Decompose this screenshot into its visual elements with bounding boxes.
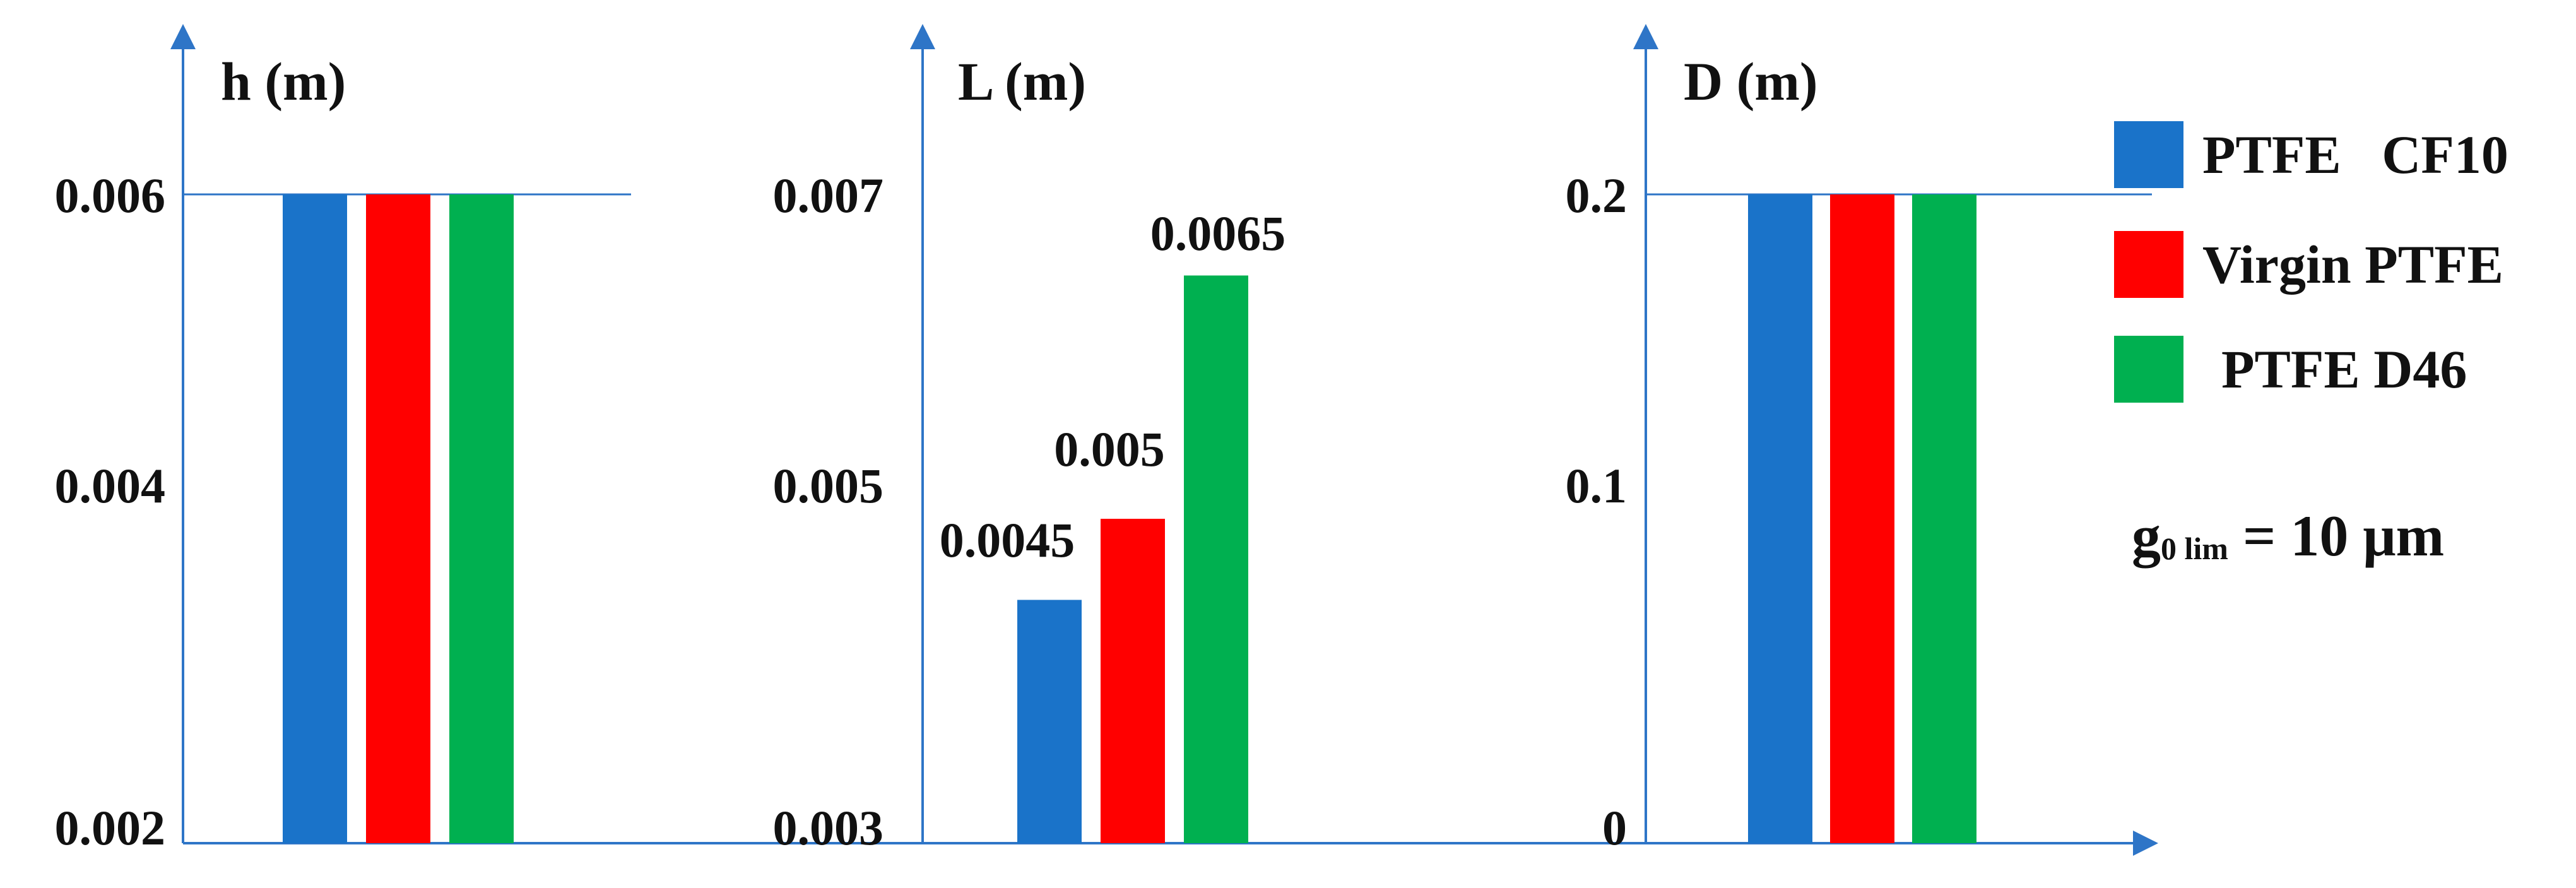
- legend-label-ptfe-cf10: PTFE CF10: [2202, 124, 2508, 185]
- bars-layer: [283, 194, 1976, 843]
- annotation-subscript: 0 lim: [2161, 531, 2228, 566]
- data-label-l-0: 0.0045: [940, 512, 1075, 567]
- bar-l-ptfe-cf10: [1017, 600, 1082, 843]
- bar-h-ptfe-cf10: [283, 194, 347, 843]
- gap-limit-annotation: g0 lim = 10 μm: [2132, 504, 2444, 568]
- axis-title-h: h (m): [221, 51, 346, 112]
- bar-l-ptfe-d46: [1184, 275, 1248, 843]
- data-label-l-1: 0.005: [1054, 422, 1165, 477]
- annotation-rest: = 10 μm: [2228, 504, 2444, 568]
- tick-label-l-0: 0.003: [773, 800, 884, 855]
- tick-label-l-1: 0.005: [773, 458, 884, 513]
- tick-label-d-2: 0.2: [1566, 168, 1628, 223]
- axis-title-d: D (m): [1684, 51, 1818, 112]
- legend-swatch-virgin-ptfe: [2114, 231, 2183, 298]
- bar-d-virgin-ptfe: [1830, 194, 1894, 843]
- tick-label-d-1: 0.1: [1566, 458, 1628, 513]
- legend-label-virgin-ptfe: Virgin PTFE: [2202, 234, 2503, 295]
- labels-layer: h (m) 0.002 0.004 0.006 L (m) 0.003 0.005 0.007…: [55, 51, 1818, 855]
- bar-l-virgin-ptfe: [1101, 519, 1165, 843]
- bar-h-ptfe-d46: [449, 194, 514, 843]
- legend-swatch-ptfe-cf10: [2114, 121, 2183, 188]
- annotation: g0 lim = 10 μm: [2132, 504, 2444, 568]
- tick-label-h-2: 0.006: [55, 168, 166, 223]
- axis-title-l: L (m): [958, 51, 1086, 112]
- data-label-l-2: 0.0065: [1150, 206, 1286, 261]
- bar-d-ptfe-d46: [1912, 194, 1976, 843]
- legend: PTFE CF10 Virgin PTFE PTFE D46: [2114, 121, 2508, 403]
- tick-label-h-0: 0.002: [55, 800, 166, 855]
- tick-label-h-1: 0.004: [55, 458, 166, 513]
- tick-label-d-0: 0: [1602, 800, 1627, 855]
- bar-d-ptfe-cf10: [1748, 194, 1812, 843]
- legend-label-ptfe-d46: PTFE D46: [2221, 339, 2467, 400]
- tick-label-l-2: 0.007: [773, 168, 884, 223]
- legend-swatch-ptfe-d46: [2114, 336, 2183, 403]
- annotation-symbol: g: [2132, 504, 2161, 568]
- bar-h-virgin-ptfe: [366, 194, 430, 843]
